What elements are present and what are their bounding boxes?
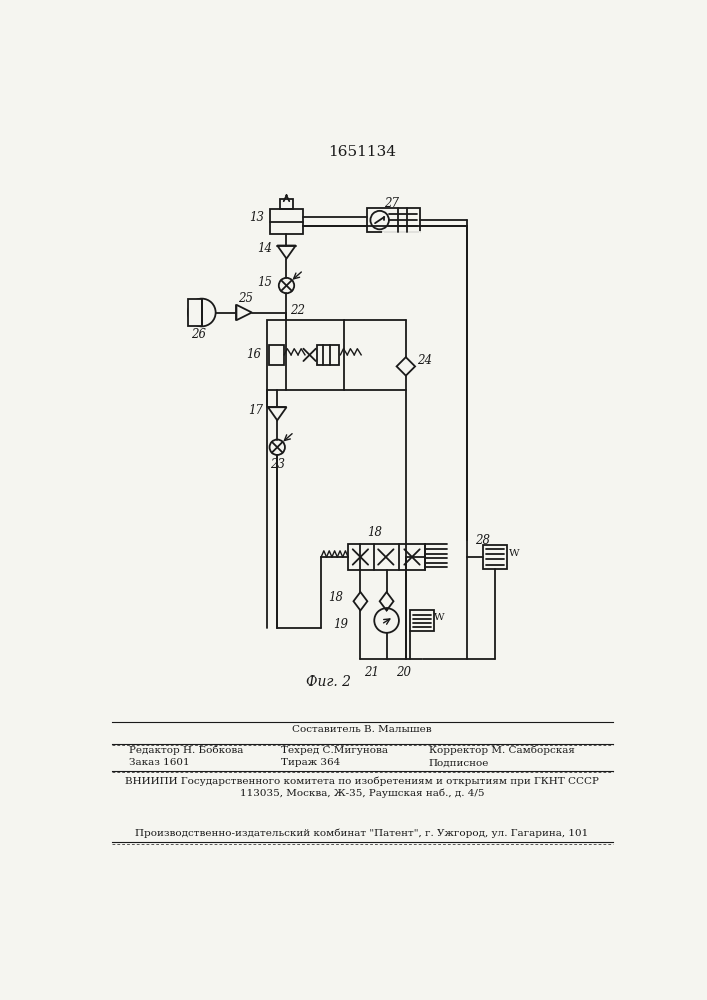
Text: 16: 16 — [246, 348, 261, 361]
Text: Производственно-издательский комбинат "Патент", г. Ужгород, ул. Гагарина, 101: Производственно-издательский комбинат "П… — [135, 828, 588, 838]
Bar — [382, 232, 420, 251]
Text: W: W — [434, 613, 445, 622]
Bar — [368, 208, 420, 232]
Text: 26: 26 — [191, 328, 206, 341]
Text: 17: 17 — [248, 404, 263, 417]
Text: 1651134: 1651134 — [328, 145, 396, 159]
Text: 21: 21 — [364, 666, 379, 679]
Bar — [269, 345, 284, 365]
Text: Корректор М. Самборская: Корректор М. Самборская — [429, 746, 575, 755]
Text: 24: 24 — [417, 354, 433, 367]
Bar — [483, 545, 508, 569]
Text: Техред С.Мигунова: Техред С.Мигунова — [281, 746, 388, 755]
Text: 28: 28 — [475, 534, 490, 547]
Text: 18: 18 — [368, 526, 382, 539]
Bar — [281, 199, 293, 209]
Text: 20: 20 — [396, 666, 411, 679]
Text: 14: 14 — [257, 242, 272, 255]
Bar — [188, 299, 201, 326]
Bar — [409, 610, 434, 631]
Text: Фиг. 2: Фиг. 2 — [306, 675, 351, 689]
Text: 19: 19 — [333, 618, 348, 631]
Text: Заказ 1601: Заказ 1601 — [129, 758, 189, 767]
Text: 113035, Москва, Ж-35, Раушская наб., д. 4/5: 113035, Москва, Ж-35, Раушская наб., д. … — [240, 788, 484, 798]
Text: W: W — [509, 549, 520, 558]
Text: 13: 13 — [250, 211, 264, 224]
Text: Подписное: Подписное — [429, 758, 489, 767]
Text: 18: 18 — [328, 591, 343, 604]
Text: ВНИИПИ Государственного комитета по изобретениям и открытиям при ГКНТ СССР: ВНИИПИ Государственного комитета по изоб… — [125, 777, 599, 786]
Text: Тираж 364: Тираж 364 — [281, 758, 340, 767]
Text: Редактор Н. Бобкова: Редактор Н. Бобкова — [129, 746, 243, 755]
Text: 15: 15 — [257, 276, 272, 289]
Text: 22: 22 — [291, 304, 305, 317]
Bar — [317, 345, 339, 365]
Text: 25: 25 — [238, 292, 253, 305]
Text: 27: 27 — [385, 197, 399, 210]
Text: Составитель В. Малышев: Составитель В. Малышев — [292, 725, 432, 734]
Bar — [348, 544, 425, 570]
Bar — [269, 209, 303, 234]
Bar — [267, 320, 344, 389]
Text: 23: 23 — [269, 458, 284, 471]
